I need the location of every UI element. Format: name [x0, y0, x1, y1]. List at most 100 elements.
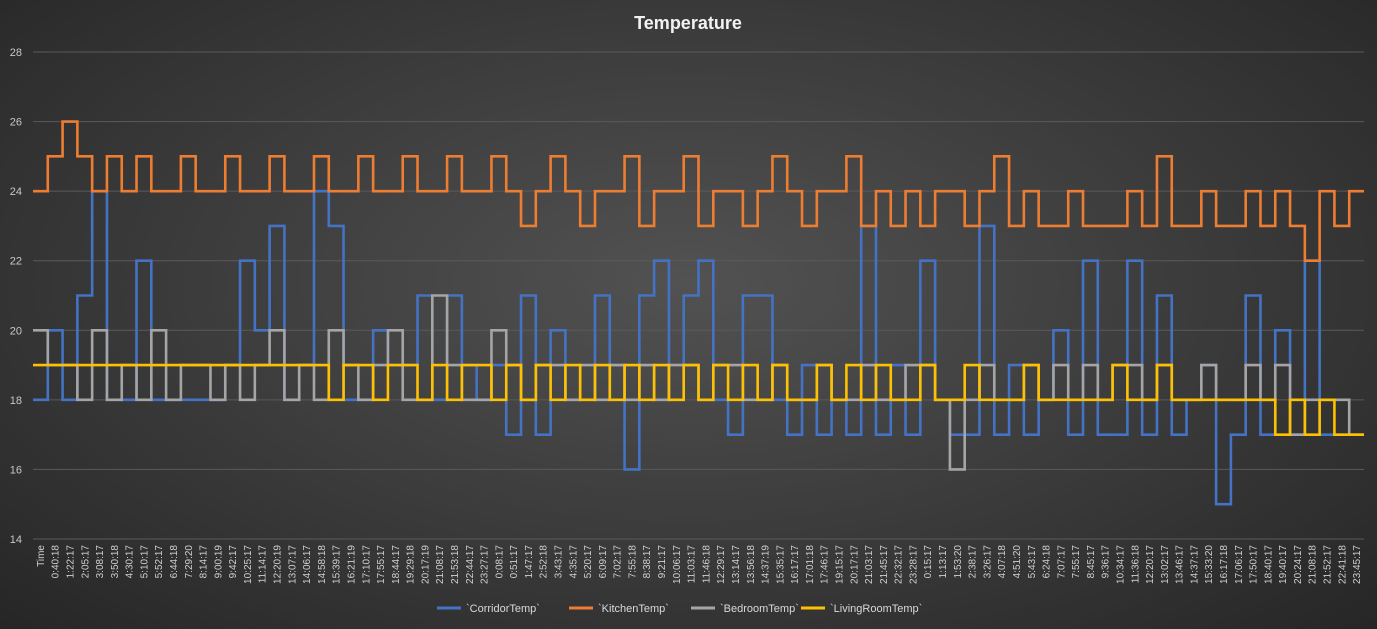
- x-tick-label: 11:36:18: [1130, 545, 1141, 584]
- legend-item-1[interactable]: `KitchenTemp`: [569, 603, 669, 615]
- x-tick-label: 13:14:17: [731, 545, 742, 584]
- x-tick-label: 7:55:18: [627, 545, 638, 579]
- legend-label: `KitchenTemp`: [598, 603, 669, 615]
- x-tick-label: 7:07:17: [1056, 545, 1067, 579]
- x-tick-label: 17:10:17: [361, 545, 372, 584]
- x-tick-label: 8:38:17: [642, 545, 653, 579]
- legend-item-0[interactable]: `CorridorTemp`: [437, 603, 540, 615]
- legend-item-2[interactable]: `BedroomTemp`: [691, 603, 799, 615]
- x-tick-label: 23:27:17: [480, 545, 491, 584]
- x-tick-label: 21:08:17: [435, 545, 446, 584]
- x-tick-label: 20:24:17: [1293, 545, 1304, 584]
- x-tick-label: 18:40:17: [1263, 545, 1274, 584]
- y-tick-label: 14: [10, 534, 22, 546]
- x-tick-label: 9:21:17: [657, 545, 668, 579]
- x-tick-label: 21:08:18: [1308, 545, 1319, 584]
- x-tick-label: 1:47:17: [524, 545, 535, 579]
- x-tick-label: 12:20:19: [273, 545, 284, 584]
- x-tick-label: 13:46:17: [1175, 545, 1186, 584]
- y-axis-ticks: 14 16 18 20 22 24 26 28: [10, 47, 22, 546]
- x-tick-label: 17:50:17: [1249, 545, 1260, 584]
- legend-label: `BedroomTemp`: [720, 603, 799, 615]
- x-tick-label: 10:06:17: [672, 545, 683, 584]
- x-tick-label: 3:50:18: [110, 545, 121, 579]
- x-tick-label: 17:55:17: [376, 545, 387, 584]
- x-tick-label: 3:26:17: [982, 545, 993, 579]
- series-line-1: [33, 120, 1364, 263]
- x-tick-label: 17:06:17: [1234, 545, 1245, 584]
- x-tick-label: 15:33:20: [1204, 545, 1215, 584]
- x-tick-label: 9:42:17: [228, 545, 239, 579]
- x-tick-label: 10:25:17: [243, 545, 254, 584]
- series-lines: [33, 120, 1364, 506]
- x-tick-label: 13:02:17: [1160, 545, 1171, 584]
- x-tick-label: 14:37:19: [761, 545, 772, 584]
- x-tick-label: 1:22:17: [65, 545, 76, 579]
- x-tick-label: 16:17:18: [1219, 545, 1230, 584]
- y-tick-label: 20: [10, 325, 22, 337]
- x-tick-label: 13:07:17: [287, 545, 298, 584]
- x-tick-label: 11:14:17: [258, 545, 269, 584]
- x-tick-label: 2:38:17: [968, 545, 979, 579]
- x-tick-label: 18:44:17: [391, 545, 402, 584]
- chart-title: Temperature: [634, 13, 742, 33]
- x-tick-label: 0:08:17: [494, 545, 505, 579]
- x-tick-label: 14:06:17: [302, 545, 313, 584]
- legend-item-3[interactable]: `LivingRoomTemp`: [801, 603, 922, 615]
- x-tick-label: 22:44:17: [465, 545, 476, 584]
- x-tick-label: 4:30:17: [125, 545, 136, 579]
- legend[interactable]: `CorridorTemp` `KitchenTemp` `BedroomTemp`…: [437, 603, 922, 615]
- x-tick-label: 21:45:17: [879, 545, 890, 584]
- x-tick-label: 0:51:17: [509, 545, 520, 579]
- x-tick-label: 9:00:19: [213, 545, 224, 579]
- x-tick-label: 7:29:20: [184, 545, 195, 579]
- x-tick-label: 17:46:17: [820, 545, 831, 584]
- legend-label: `CorridorTemp`: [466, 603, 540, 615]
- x-tick-label: 23:28:17: [908, 545, 919, 584]
- x-tick-label: 1:53:20: [953, 545, 964, 579]
- x-tick-label: 19:40:17: [1278, 545, 1289, 584]
- x-tick-label: 3:43:17: [554, 545, 565, 579]
- x-tick-label: 12:20:17: [1145, 545, 1156, 584]
- x-tick-label: 14:58:18: [317, 545, 328, 584]
- x-axis-ticks: Time 0:40:18 1:22:17 2:05:17 3:08:17 3:50:18 4…: [36, 545, 1363, 584]
- x-tick-label: 2:05:17: [80, 545, 91, 579]
- x-tick-label: 3:08:17: [95, 545, 106, 579]
- x-tick-label: 4:51:20: [1012, 545, 1023, 579]
- x-tick-label: 12:29:17: [716, 545, 727, 584]
- x-tick-label: 21:03:17: [864, 545, 875, 584]
- x-tick-label: 6:09:17: [598, 545, 609, 579]
- x-tick-label: 6:24:18: [1042, 545, 1053, 579]
- x-tick-label: 21:53:18: [450, 545, 461, 584]
- series-line-3: [33, 363, 1364, 436]
- x-tick-label: 14:37:17: [1189, 545, 1200, 584]
- x-tick-label: 7:55:17: [1071, 545, 1082, 579]
- x-tick-label: 17:01:18: [805, 545, 816, 584]
- x-tick-label: 13:56:18: [746, 545, 757, 584]
- legend-label: `LivingRoomTemp`: [830, 603, 922, 615]
- x-tick-label: 8:45:17: [1086, 545, 1097, 579]
- series-line-0: [33, 189, 1364, 506]
- x-tick-label: 7:02:17: [613, 545, 624, 579]
- x-tick-label: 19:29:18: [406, 545, 417, 584]
- x-tick-label: 5:20:17: [583, 545, 594, 579]
- x-tick-label: 16:21:19: [346, 545, 357, 584]
- x-tick-label: 19:15:17: [834, 545, 845, 584]
- y-tick-label: 26: [10, 117, 22, 129]
- x-tick-label: 2:52:18: [539, 545, 550, 579]
- x-tick-label: 0:15:17: [923, 545, 934, 579]
- y-tick-label: 28: [10, 47, 22, 59]
- x-tick-label: 15:39:17: [332, 545, 343, 584]
- x-tick-label: 20:17:17: [849, 545, 860, 584]
- x-tick-label: 11:46:18: [701, 545, 712, 584]
- x-tick-label: 1:13:17: [938, 545, 949, 579]
- x-tick-label: 10:34:17: [1115, 545, 1126, 584]
- y-tick-label: 24: [10, 186, 22, 198]
- x-tick-label: 20:17:19: [420, 545, 431, 584]
- x-tick-label: 16:17:17: [790, 545, 801, 584]
- x-tick-label: 21:52:17: [1323, 545, 1334, 584]
- x-tick-label: 5:43:17: [1027, 545, 1038, 579]
- x-tick-label: 0:40:18: [51, 545, 62, 579]
- x-tick-label: 4:07:18: [997, 545, 1008, 579]
